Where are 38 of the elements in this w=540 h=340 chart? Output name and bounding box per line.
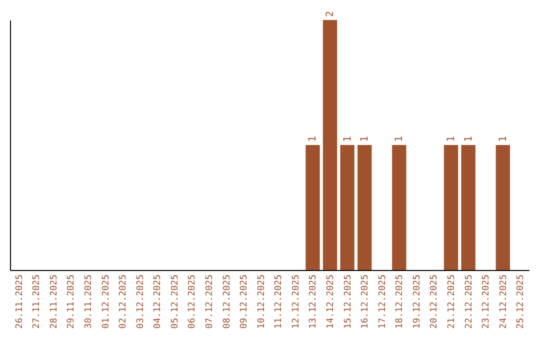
data-label: 1 [342, 136, 354, 142]
x-tick-label: 26.11.2025 [14, 274, 25, 329]
x-tick-label: 30.11.2025 [84, 274, 94, 329]
data-label: 1 [360, 136, 371, 142]
x-tick-label: 19.12.2025 [412, 274, 422, 329]
x-tick-label: 18.12.2025 [395, 274, 406, 329]
data-label: 1 [394, 136, 406, 142]
x-tick-label: 15.12.2025 [343, 274, 354, 329]
x-tick-label: 14.12.2025 [326, 274, 336, 329]
x-tick-label: 17.12.2025 [378, 274, 388, 329]
x-tick-label: 22.12.2025 [464, 274, 474, 329]
x-tick-label: 13.12.2025 [308, 274, 319, 329]
x-tick-label: 07.12.2025 [204, 274, 215, 329]
x-tick-label: 12.12.2025 [291, 274, 302, 329]
x-tick-label: 27.11.2025 [32, 274, 42, 329]
data-label: 1 [498, 136, 509, 142]
x-tick-label: 05.12.2025 [170, 274, 180, 329]
x-tick-label: 20.12.2025 [430, 274, 440, 329]
x-tick-label: 11.12.2025 [274, 274, 284, 329]
data-label: 1 [308, 136, 319, 142]
x-tick-label: 24.12.2025 [498, 274, 509, 329]
x-tick-label: 02.12.2025 [118, 274, 129, 329]
x-tick-label: 23.12.2025 [482, 274, 492, 329]
x-tick-label: 06.12.2025 [188, 274, 198, 329]
x-tick-label: 21.12.2025 [447, 274, 458, 329]
x-tick-label: 25.12.2025 [516, 274, 526, 329]
x-tick-label: 10.12.2025 [256, 274, 267, 329]
data-label: 2 [325, 10, 336, 17]
data-label: 1 [446, 136, 458, 142]
x-tick-label: 01.12.2025 [101, 274, 112, 329]
x-tick-label: 09.12.2025 [240, 274, 250, 329]
x-tick-label: 08.12.2025 [222, 274, 232, 329]
x-tick-label: 29.11.2025 [66, 274, 77, 329]
x-tick-label: 28.11.2025 [49, 274, 60, 329]
data-label: 1 [463, 136, 474, 142]
x-tick-label: 16.12.2025 [360, 274, 371, 329]
x-tick-label: 04.12.2025 [153, 274, 164, 329]
x-tick-label: 03.12.2025 [136, 274, 146, 329]
